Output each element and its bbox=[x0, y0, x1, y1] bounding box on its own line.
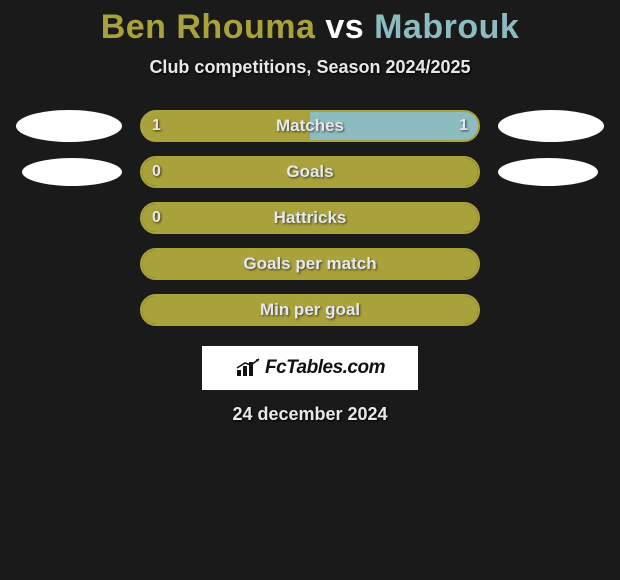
player1-name: Ben Rhouma bbox=[101, 8, 316, 46]
logo-text: FcTables.com bbox=[265, 357, 385, 379]
player2-marker bbox=[498, 158, 598, 186]
stat-value-left: 0 bbox=[152, 163, 161, 181]
player2-name: Mabrouk bbox=[374, 8, 519, 46]
stat-value-right: 1 bbox=[459, 117, 468, 135]
stat-label: Goals per match bbox=[243, 254, 376, 274]
logo-box[interactable]: FcTables.com bbox=[202, 346, 418, 390]
stat-bar: Goals per match bbox=[140, 248, 480, 280]
stat-value-left: 0 bbox=[152, 209, 161, 227]
stat-row: Matches 1 1 bbox=[0, 110, 620, 142]
stat-label: Goals bbox=[286, 162, 333, 182]
player1-marker bbox=[16, 110, 122, 142]
stat-row: Hattricks 0 bbox=[0, 202, 620, 234]
comparison-card: Ben Rhouma vs Mabrouk Club competitions,… bbox=[0, 0, 620, 425]
stat-label: Matches bbox=[276, 116, 344, 136]
stat-row: Goals per match bbox=[0, 248, 620, 280]
chart-icon bbox=[235, 358, 261, 378]
page-title: Ben Rhouma vs Mabrouk bbox=[0, 8, 620, 47]
stat-label: Hattricks bbox=[274, 208, 347, 228]
stat-bar: Min per goal bbox=[140, 294, 480, 326]
player1-marker bbox=[22, 158, 122, 186]
stat-bar: Goals 0 bbox=[140, 156, 480, 188]
date-text: 24 december 2024 bbox=[0, 404, 620, 425]
vs-text: vs bbox=[315, 8, 374, 46]
subtitle: Club competitions, Season 2024/2025 bbox=[0, 57, 620, 78]
stat-row: Min per goal bbox=[0, 294, 620, 326]
stat-row: Goals 0 bbox=[0, 156, 620, 188]
stat-bar: Hattricks 0 bbox=[140, 202, 480, 234]
player2-marker bbox=[498, 110, 604, 142]
stat-value-left: 1 bbox=[152, 117, 161, 135]
stat-label: Min per goal bbox=[260, 300, 360, 320]
stat-rows: Matches 1 1 Goals 0 Hattricks 0 Goals per match… bbox=[0, 110, 620, 326]
stat-bar: Matches 1 1 bbox=[140, 110, 480, 142]
